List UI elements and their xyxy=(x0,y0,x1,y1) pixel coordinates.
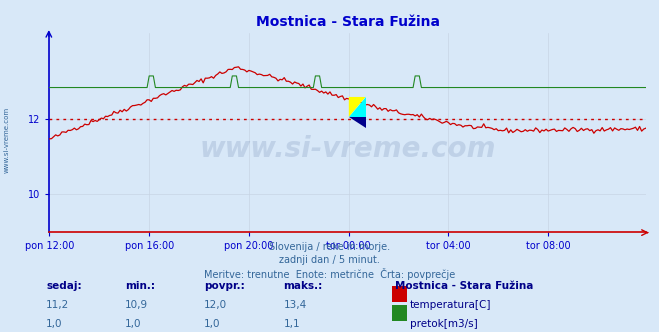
Polygon shape xyxy=(349,117,366,128)
Text: www.si-vreme.com: www.si-vreme.com xyxy=(3,106,10,173)
Text: temperatura[C]: temperatura[C] xyxy=(410,300,492,310)
Text: zadnji dan / 5 minut.: zadnji dan / 5 minut. xyxy=(279,255,380,265)
Text: 12,0: 12,0 xyxy=(204,300,227,310)
Text: 1,0: 1,0 xyxy=(125,319,142,329)
Text: Meritve: trenutne  Enote: metrične  Črta: povprečje: Meritve: trenutne Enote: metrične Črta: … xyxy=(204,268,455,280)
Polygon shape xyxy=(349,97,366,117)
Text: pretok[m3/s]: pretok[m3/s] xyxy=(410,319,478,329)
Text: 1,0: 1,0 xyxy=(204,319,221,329)
Text: 10,9: 10,9 xyxy=(125,300,148,310)
Text: sedaj:: sedaj: xyxy=(46,281,82,290)
Polygon shape xyxy=(349,97,366,117)
Text: 1,0: 1,0 xyxy=(46,319,63,329)
Text: 1,1: 1,1 xyxy=(283,319,300,329)
Title: Mostnica - Stara Fužina: Mostnica - Stara Fužina xyxy=(256,15,440,29)
Text: www.si-vreme.com: www.si-vreme.com xyxy=(200,135,496,163)
Text: maks.:: maks.: xyxy=(283,281,323,290)
Text: 11,2: 11,2 xyxy=(46,300,69,310)
Text: povpr.:: povpr.: xyxy=(204,281,245,290)
Text: Mostnica - Stara Fužina: Mostnica - Stara Fužina xyxy=(395,281,534,290)
Text: Slovenija / reke in morje.: Slovenija / reke in morje. xyxy=(269,242,390,252)
Text: 13,4: 13,4 xyxy=(283,300,306,310)
Text: min.:: min.: xyxy=(125,281,156,290)
